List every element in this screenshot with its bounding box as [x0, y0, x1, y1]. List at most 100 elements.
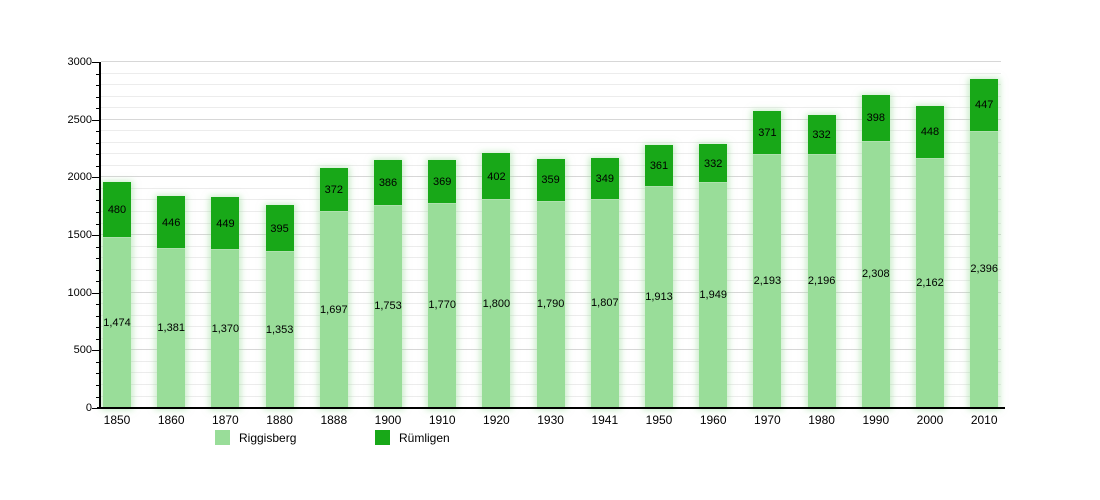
- value-label-riggisberg: 1,807: [591, 297, 619, 310]
- value-label-riggisberg: 1,381: [157, 321, 185, 334]
- gridline: [101, 141, 1001, 143]
- legend-item-ruemligen: Rümligen: [375, 430, 450, 445]
- bar-2000: [916, 105, 944, 408]
- legend-item-riggisberg: Riggisberg: [215, 430, 296, 445]
- bar-segment-ruemligen: [861, 94, 890, 142]
- x-axis-tick-label: 1900: [374, 413, 402, 427]
- y-axis-major-tick: [92, 292, 100, 294]
- bar-segment-riggisberg: [428, 203, 457, 408]
- y-axis-minor-tick: [96, 85, 100, 87]
- bar-segment-ruemligen: [807, 115, 836, 155]
- value-label-riggisberg: 1,790: [536, 298, 565, 311]
- y-axis-minor-tick: [96, 384, 100, 386]
- bar-segment-ruemligen: [699, 143, 728, 184]
- y-axis-minor-tick: [96, 338, 100, 340]
- bar-1941: [590, 158, 619, 408]
- bar-1870: [211, 197, 240, 408]
- value-label-ruemligen: 369: [433, 176, 452, 189]
- y-axis-minor-tick: [96, 327, 100, 329]
- y-axis-tick-label: 2500: [67, 113, 92, 126]
- x-axis-tick-label: 1950: [645, 413, 673, 427]
- y-axis-minor-tick: [96, 396, 100, 398]
- value-label-ruemligen: 448: [920, 126, 940, 139]
- bar-segment-riggisberg: [807, 154, 836, 408]
- x-axis-tick-label: 1888: [320, 413, 348, 427]
- bar-segment-riggisberg: [916, 158, 944, 408]
- x-axis-tick-label: 1880: [266, 413, 293, 427]
- bar-1850: [103, 181, 131, 408]
- bar-segment-ruemligen: [590, 158, 619, 200]
- y-axis-minor-tick: [96, 315, 100, 317]
- y-axis-minor-tick: [96, 269, 100, 271]
- value-label-riggisberg: 2,308: [862, 268, 890, 281]
- value-label-riggisberg: 1,697: [320, 303, 348, 316]
- y-axis-minor-tick: [96, 223, 100, 225]
- y-axis-minor-tick: [96, 200, 100, 202]
- bar-segment-riggisberg: [645, 187, 673, 408]
- x-axis-tick-label: 1980: [808, 413, 835, 427]
- value-label-ruemligen: 349: [595, 173, 614, 185]
- y-axis-minor-tick: [96, 246, 100, 248]
- value-label-riggisberg: 2,162: [916, 276, 944, 289]
- x-axis-tick-label: 1860: [157, 413, 185, 427]
- bar-1930: [536, 159, 565, 408]
- bar-segment-ruemligen: [645, 144, 673, 188]
- value-label-ruemligen: 332: [704, 157, 723, 170]
- y-axis-minor-tick: [96, 154, 100, 156]
- gridline: [101, 61, 1001, 62]
- y-axis-tick-label: 2000: [67, 171, 92, 184]
- bar-segment-riggisberg: [699, 183, 728, 408]
- y-axis-minor-tick: [96, 73, 100, 75]
- bar-segment-ruemligen: [374, 160, 402, 206]
- y-axis-major-tick: [92, 350, 100, 352]
- gridline: [101, 95, 1001, 97]
- bar-segment-riggisberg: [970, 131, 999, 408]
- x-axis-tick-label: 1970: [754, 413, 781, 427]
- value-label-riggisberg: 2,196: [807, 274, 836, 287]
- y-axis-tick-label: 500: [73, 344, 92, 357]
- x-axis-tick-label: 1870: [212, 413, 239, 427]
- y-axis-minor-tick: [96, 361, 100, 363]
- gridline: [101, 130, 1001, 132]
- value-label-ruemligen: 402: [487, 170, 506, 183]
- y-axis-tick-label: 0: [85, 402, 92, 414]
- value-label-ruemligen: 398: [866, 112, 885, 125]
- bar-1880: [265, 205, 294, 408]
- y-axis-major-tick: [92, 235, 100, 236]
- bar-1990: [861, 94, 890, 408]
- value-label-ruemligen: 372: [324, 184, 343, 197]
- value-label-riggisberg: 1,913: [645, 291, 673, 304]
- value-label-riggisberg: 1,474: [103, 316, 131, 329]
- gridline: [101, 84, 1001, 86]
- bar-segment-riggisberg: [319, 212, 348, 408]
- y-axis-minor-tick: [96, 258, 100, 260]
- y-axis-minor-tick: [96, 211, 100, 213]
- value-label-ruemligen: 359: [541, 174, 560, 187]
- x-axis-tick-label: 1960: [699, 413, 727, 427]
- x-axis-tick-label: 2010: [970, 413, 998, 427]
- legend-label-ruemligen: Rümligen: [399, 430, 450, 445]
- y-axis-minor-tick: [96, 142, 100, 144]
- value-label-riggisberg: 1,753: [374, 300, 402, 313]
- x-axis-tick-label: 1941: [591, 413, 619, 427]
- bar-segment-ruemligen: [103, 181, 131, 238]
- plot-area: 1,474 480 1,381 446 1,370 449 1,353 395 1,697 372…: [100, 61, 1002, 408]
- x-axis-tick-label: 1920: [483, 413, 510, 427]
- ruemligen-swatch-icon: [375, 430, 390, 445]
- bar-1910: [428, 160, 457, 408]
- value-label-ruemligen: 371: [758, 127, 777, 140]
- value-label-riggisberg: 1,800: [482, 297, 511, 310]
- bar-segment-ruemligen: [428, 160, 457, 204]
- value-label-ruemligen: 332: [812, 129, 831, 142]
- legend-label-riggisberg: Riggisberg: [239, 430, 297, 445]
- y-axis-tick-label: 1000: [67, 286, 92, 299]
- value-label-ruemligen: 395: [270, 222, 289, 235]
- bar-segment-riggisberg: [536, 201, 565, 408]
- y-axis-minor-tick: [96, 188, 100, 190]
- bar-segment-riggisberg: [211, 250, 240, 408]
- y-axis-major-tick: [92, 408, 100, 409]
- value-label-riggisberg: 1,353: [265, 323, 294, 336]
- x-axis-tick-label: 1930: [537, 413, 564, 427]
- y-axis-tick-label: 1500: [67, 229, 92, 241]
